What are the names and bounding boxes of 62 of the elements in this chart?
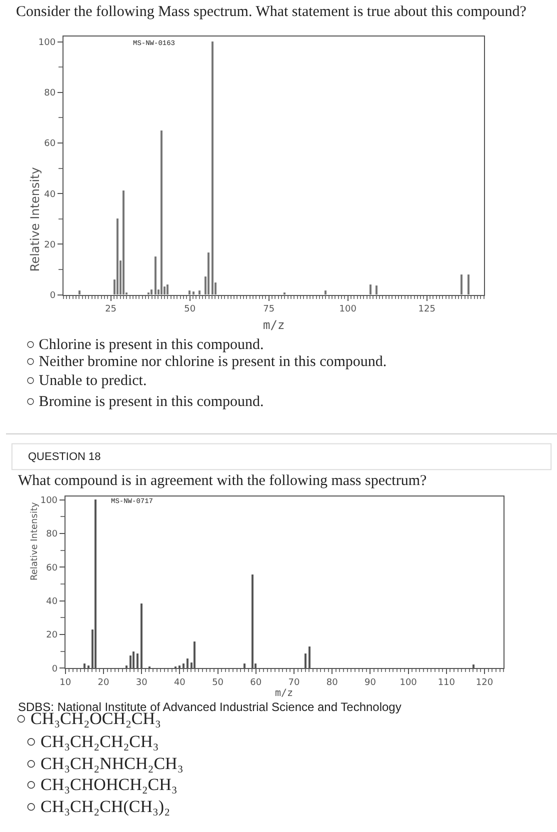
text: ○ CH₃CHOHCH₂CH₃: [26, 775, 178, 794]
text: ○ CH₃CH₂CH₂CH₃: [26, 732, 159, 751]
x-tick-label: 20: [98, 678, 110, 688]
x-tick-label: 125: [418, 304, 436, 315]
y-axis-title: Relative Intensity: [28, 167, 42, 272]
x-tick-label: 50: [212, 678, 224, 688]
x-axis-title: m/z: [263, 318, 285, 332]
y-tick-label: 40: [44, 190, 56, 200]
bar: [116, 218, 118, 295]
text: ○ Unable to predict.: [26, 373, 147, 389]
x-tick-label: 70: [288, 678, 300, 688]
y-tick-label: 20: [44, 240, 56, 250]
y-tick-label: 80: [44, 88, 56, 99]
x-tick-label: 25: [105, 304, 117, 315]
text: ○ CH₃CH₂CH(CH₃)₂: [26, 797, 170, 816]
x-tick-label: 100: [339, 304, 357, 315]
bar: [192, 292, 194, 295]
y-tick-label: 0: [50, 291, 56, 302]
bar: [122, 190, 124, 295]
text: QUESTION 18: [28, 451, 101, 463]
text: ○ Neither bromine nor chlorine is present in this compound.: [26, 354, 387, 370]
bar: [211, 42, 214, 295]
x-tick-label: 10: [60, 678, 72, 688]
y-tick-label: 60: [44, 139, 56, 150]
x-tick-label: 30: [136, 678, 148, 688]
x-tick-label: 120: [476, 678, 494, 688]
text: ○ CH₃CH₂NHCH₂CH₃: [26, 754, 184, 773]
x-tick-label: 90: [364, 678, 376, 688]
bar: [166, 284, 168, 295]
x-tick-label: 50: [184, 304, 196, 315]
bar: [154, 256, 156, 295]
x-tick-label: 75: [263, 304, 275, 315]
x-tick-label: 110: [438, 678, 456, 688]
y-tick-label: 20: [46, 630, 58, 641]
y-tick-label: 100: [40, 496, 58, 506]
bar: [188, 290, 190, 295]
chart-title: What compound is in agreement with the following mass spectrum?: [18, 473, 427, 489]
y-tick-label: 40: [46, 596, 58, 607]
text: SDBS: National Institute of Advanced Industrial Science and Technology: [18, 700, 402, 714]
text: ○ Chlorine is present in this compound.: [26, 337, 264, 353]
y-tick-label: 0: [52, 664, 58, 674]
bar: [150, 290, 152, 295]
bar: [375, 286, 378, 295]
bar: [198, 290, 200, 295]
y-axis-title: Relative Intensity: [30, 502, 40, 581]
y-tick-label: 60: [46, 563, 58, 574]
x-tick-label: 80: [326, 678, 338, 688]
x-tick-label: 60: [250, 678, 262, 688]
y-tick-label: 100: [38, 38, 56, 48]
text: ○ Bromine is present in this compound.: [26, 394, 264, 410]
x-axis-title: m/z: [275, 688, 294, 699]
bar: [467, 274, 470, 295]
bar: [207, 252, 210, 295]
y-tick-label: 80: [46, 530, 58, 540]
x-tick-label: 40: [174, 678, 186, 688]
x-tick-label: 100: [400, 678, 418, 688]
chart-title: Consider the following Mass spectrum. What statement is true about this compound?: [16, 4, 527, 20]
bar: [324, 290, 326, 295]
bar: [369, 284, 372, 295]
bar: [460, 274, 462, 295]
bar: [160, 130, 162, 295]
bar: [78, 290, 80, 295]
